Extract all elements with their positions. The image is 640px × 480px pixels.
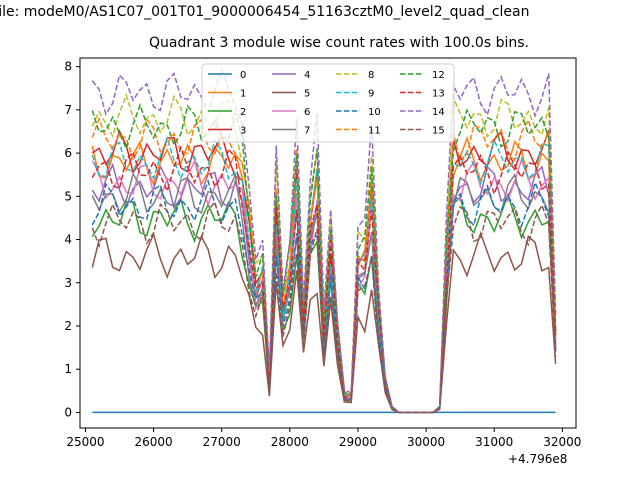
legend-label-5: 5	[304, 89, 310, 100]
y-tick-label: 7	[64, 103, 72, 117]
figure-suptitle: n file: modeM0/AS1C07_001T01_9000006454_…	[0, 4, 530, 20]
y-tick-label: 2	[64, 319, 72, 333]
chart-title: Quadrant 3 module wise count rates with …	[149, 35, 529, 51]
series-line-12	[91, 102, 557, 414]
series-line-7	[91, 171, 557, 414]
legend-label-6: 6	[304, 107, 310, 118]
y-tick-label: 5	[64, 189, 72, 203]
x-tick-label: 31000	[475, 435, 513, 449]
legend-label-3: 3	[240, 126, 246, 137]
series-line-11	[91, 116, 557, 414]
x-tick-label: 28000	[271, 435, 309, 449]
legend-label-14: 14	[432, 107, 445, 118]
y-tick-label: 0	[64, 405, 72, 419]
y-tick-label: 4	[64, 233, 72, 247]
y-axis: 0 1 2 3 4 5 6 7 8	[64, 60, 80, 419]
legend-label-12: 12	[432, 70, 445, 81]
legend-label-2: 2	[240, 107, 246, 118]
x-tick-label: 27000	[203, 435, 241, 449]
legend-label-7: 7	[304, 126, 310, 137]
y-tick-label: 3	[64, 276, 72, 290]
plot-frame	[79, 57, 577, 429]
y-tick-label: 1	[64, 362, 72, 376]
series-line-4	[91, 162, 557, 414]
legend-label-11: 11	[368, 126, 381, 137]
legend-label-8: 8	[368, 70, 374, 81]
legend-box	[201, 63, 455, 143]
x-axis-offset-label: +4.796e8	[508, 452, 568, 466]
legend-label-1: 1	[240, 89, 246, 100]
series-layer	[91, 66, 557, 414]
series-line-14	[91, 66, 557, 414]
x-tick-label: 26000	[134, 435, 172, 449]
x-tick-label: 30000	[407, 435, 445, 449]
x-tick-label: 29000	[339, 435, 377, 449]
series-line-13	[91, 145, 557, 414]
legend-label-10: 10	[368, 107, 381, 118]
x-axis: 25000 26000 27000 28000 29000 30000 31000 32000	[66, 428, 581, 449]
legend-label-9: 9	[368, 89, 374, 100]
legend-label-15: 15	[432, 126, 445, 137]
legend-label-13: 13	[432, 89, 445, 100]
legend-label-4: 4	[304, 70, 310, 81]
y-tick-label: 6	[64, 146, 72, 160]
legend-label-0: 0	[240, 70, 246, 81]
series-line-6	[91, 157, 557, 414]
x-tick-label: 25000	[66, 435, 104, 449]
series-line-5	[91, 230, 557, 414]
x-tick-label: 32000	[543, 435, 581, 449]
y-tick-label: 8	[64, 60, 72, 74]
series-line-15	[91, 200, 557, 414]
